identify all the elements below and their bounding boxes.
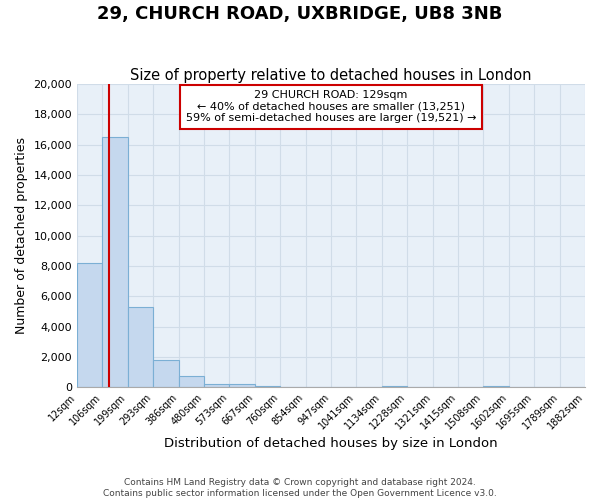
- Text: Contains HM Land Registry data © Crown copyright and database right 2024.
Contai: Contains HM Land Registry data © Crown c…: [103, 478, 497, 498]
- Bar: [305, 386, 331, 388]
- Bar: [433, 386, 458, 388]
- Bar: [255, 386, 280, 388]
- Title: Size of property relative to detached houses in London: Size of property relative to detached ho…: [130, 68, 532, 83]
- X-axis label: Distribution of detached houses by size in London: Distribution of detached houses by size …: [164, 437, 498, 450]
- Bar: [128, 307, 153, 388]
- Bar: [103, 137, 128, 388]
- Bar: [204, 384, 229, 388]
- Bar: [153, 360, 179, 388]
- Bar: [484, 386, 509, 388]
- Bar: [382, 386, 407, 388]
- Bar: [179, 376, 204, 388]
- Y-axis label: Number of detached properties: Number of detached properties: [15, 138, 28, 334]
- Bar: [229, 384, 255, 388]
- Bar: [280, 386, 305, 388]
- Text: 29, CHURCH ROAD, UXBRIDGE, UB8 3NB: 29, CHURCH ROAD, UXBRIDGE, UB8 3NB: [97, 5, 503, 23]
- Bar: [331, 386, 356, 388]
- Text: 29 CHURCH ROAD: 129sqm
← 40% of detached houses are smaller (13,251)
59% of semi: 29 CHURCH ROAD: 129sqm ← 40% of detached…: [186, 90, 476, 124]
- Bar: [77, 263, 103, 388]
